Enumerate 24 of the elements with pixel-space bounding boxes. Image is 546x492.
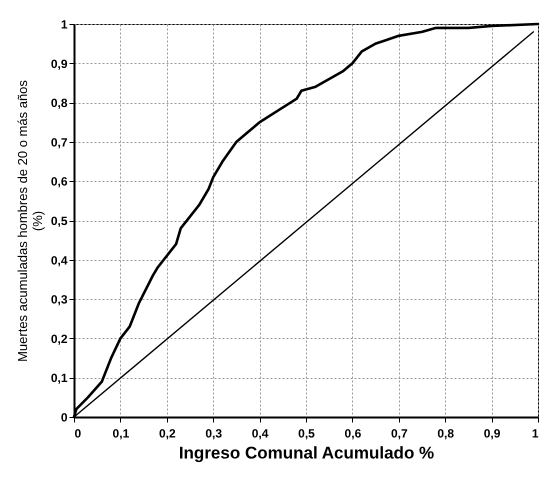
- x-tick-label: 0,9: [484, 426, 501, 440]
- x-tick-label: 0,7: [390, 426, 408, 440]
- x-axis-title: Ingreso Comunal Acumulado %: [178, 444, 434, 462]
- x-tick-label: 0: [74, 426, 82, 440]
- y-tick-label: 0,8: [50, 96, 68, 110]
- y-tick-label: 0,6: [50, 174, 68, 189]
- x-tick-label: 0,4: [252, 426, 269, 440]
- x-tick-label: 0,1: [112, 426, 130, 440]
- y-tick-label: 0,4: [50, 253, 68, 268]
- x-tick-label: 0,5: [298, 426, 316, 440]
- y-tick-label: 0,5: [50, 214, 68, 228]
- y-tick-label: 1: [60, 18, 68, 32]
- y-axis-title: Muertes acumuladas hombres de 20 o más años (%): [14, 80, 45, 362]
- x-tick-label: 1: [532, 426, 539, 440]
- y-tick-label: 0,9: [50, 56, 68, 71]
- x-tick-label: 0,2: [158, 426, 176, 440]
- x-tick-label: 0,6: [344, 426, 362, 440]
- x-tick-label: 0,3: [205, 426, 222, 440]
- y-tick-label: 0,2: [50, 332, 68, 346]
- y-tick-label: 0,1: [50, 371, 68, 386]
- y-tick-label: 0,7: [50, 135, 68, 150]
- y-tick-label: 0,3: [50, 292, 68, 307]
- x-tick-label: 0,8: [437, 426, 454, 440]
- y-tick-label: 0: [60, 410, 68, 424]
